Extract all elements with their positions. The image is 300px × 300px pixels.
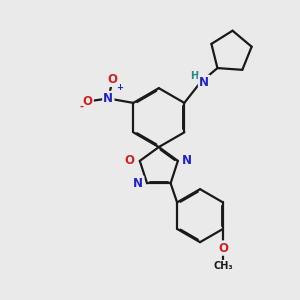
- Text: O: O: [83, 95, 93, 108]
- Text: N: N: [199, 76, 209, 89]
- Text: CH₃: CH₃: [213, 261, 233, 271]
- Text: O: O: [108, 73, 118, 86]
- Text: N: N: [103, 92, 113, 105]
- Text: H: H: [190, 71, 198, 81]
- Text: O: O: [124, 154, 134, 167]
- Text: N: N: [133, 177, 143, 190]
- Text: -: -: [80, 102, 83, 112]
- Text: O: O: [218, 242, 228, 255]
- Text: N: N: [182, 154, 192, 167]
- Text: +: +: [117, 83, 124, 92]
